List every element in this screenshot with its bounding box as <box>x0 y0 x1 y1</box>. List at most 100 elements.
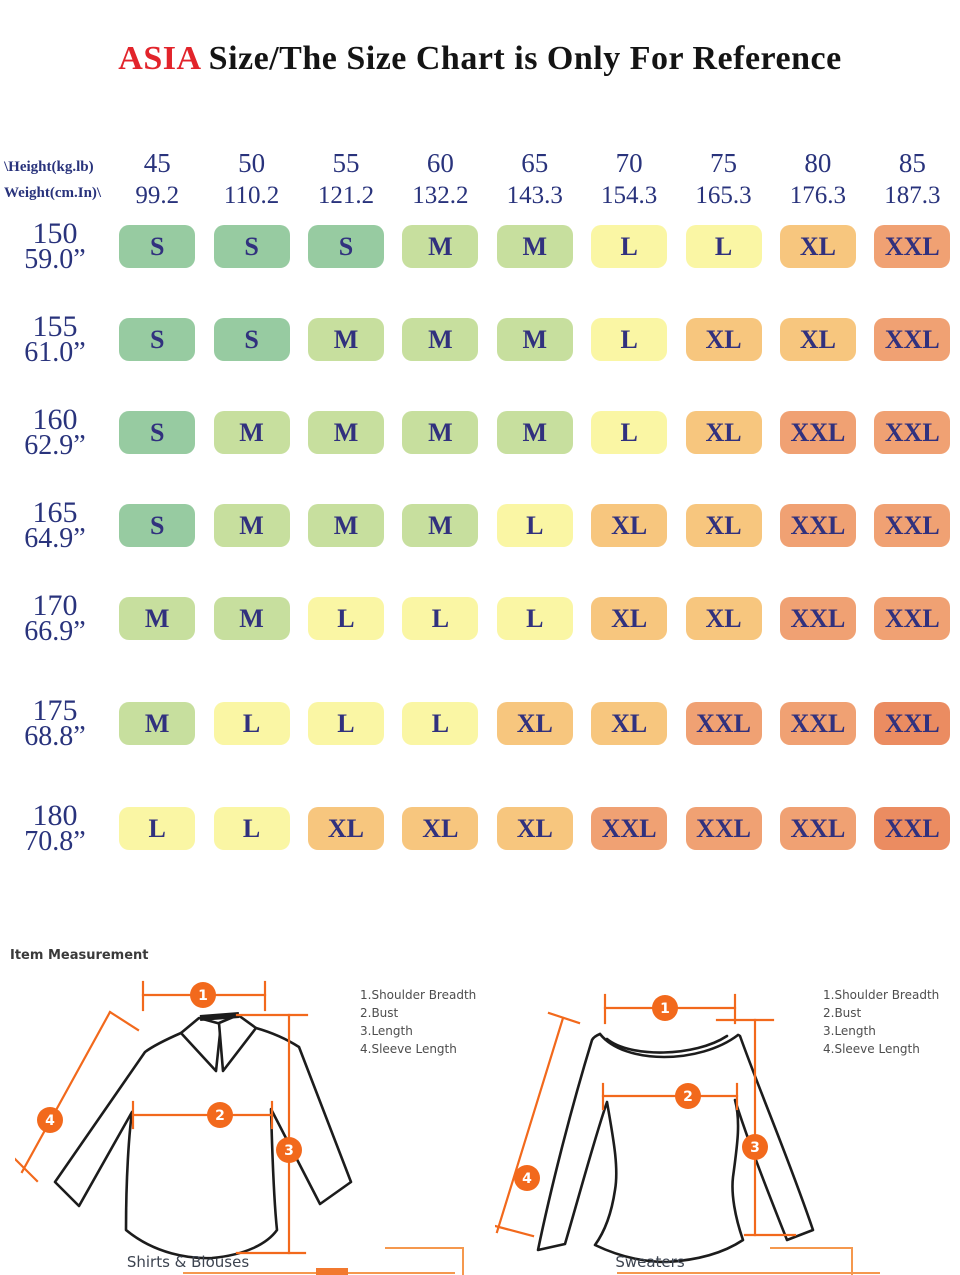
size-cell: L <box>496 597 573 640</box>
size-cell-slot: XXL <box>771 697 865 750</box>
sleeve-measure-tick-top <box>108 1010 140 1032</box>
size-cell: L <box>591 225 668 268</box>
size-cell: L <box>213 807 290 850</box>
weight-kg-value: 80 <box>804 148 832 178</box>
height-inch-value: 68.8” <box>24 721 86 752</box>
weight-kg-value: 55 <box>332 148 360 178</box>
size-row: 175 68.8” M L L L XL XL XXL XXL XXL <box>0 694 960 752</box>
shirts-blouses-diagram: 1 2 3 4 <box>15 980 353 1260</box>
size-cell: XXL <box>685 807 762 850</box>
size-row: 150 59.0” S S S M M L L XL XXL <box>0 219 960 274</box>
sweater-outline <box>536 1032 815 1264</box>
size-cell: L <box>591 318 668 361</box>
height-cm-value: 175 <box>32 694 78 727</box>
legend-item: 1.Shoulder Breadth <box>823 988 940 1002</box>
cutoff-mark-line-right <box>617 1272 880 1274</box>
sleeve-measure-tick-top <box>547 1011 581 1025</box>
height-row-header: 180 70.8” <box>0 801 110 856</box>
measure-badge-3 <box>276 1137 302 1163</box>
height-row-header: 170 66.9” <box>0 591 110 647</box>
sleeve-measure-line <box>495 1016 565 1234</box>
size-cell: XXL <box>874 411 951 454</box>
size-cell-slot: XL <box>582 592 676 645</box>
size-cell-slot: M <box>204 406 298 459</box>
height-inch-value: 62.9” <box>24 430 86 461</box>
size-cell: M <box>496 225 573 268</box>
sleeve-measure-tick-bottom <box>15 1157 39 1183</box>
measurement-legend-left: 1.Shoulder Breadth 2.Bust 3.Length 4.Sleeve… <box>360 986 476 1058</box>
weight-column-header: 45 99.2 <box>110 148 204 212</box>
size-cell-slot: XXL <box>865 802 959 855</box>
height-row-header: 165 64.9” <box>0 498 110 553</box>
title-region-highlight: ASIA <box>118 40 200 77</box>
size-cell: L <box>213 702 290 745</box>
title-text: Size/The Size Chart is Only For Referenc… <box>199 40 842 77</box>
size-cell-slot: S <box>204 313 298 366</box>
weight-kg-value: 65 <box>521 148 549 178</box>
height-cm-value: 155 <box>32 310 78 343</box>
size-cell-slot: L <box>582 313 676 366</box>
measure-badge-4 <box>514 1165 540 1191</box>
measure-number-4: 4 <box>45 1113 55 1129</box>
size-cell: XXL <box>874 807 951 850</box>
size-cell-slot: XXL <box>865 220 959 273</box>
weight-column-header: 60 132.2 <box>393 148 487 212</box>
size-cell: XL <box>685 597 762 640</box>
size-cell-slot: S <box>204 220 298 273</box>
size-cell-slot: XXL <box>582 802 676 855</box>
size-cell-slot: L <box>676 220 770 273</box>
size-cell-slot: S <box>110 499 204 552</box>
size-cell-slot: S <box>110 406 204 459</box>
measure-number-1: 1 <box>198 988 208 1004</box>
size-cell: L <box>402 702 479 745</box>
weight-kg-value: 70 <box>615 148 643 178</box>
size-cell-slot: XXL <box>865 313 959 366</box>
size-cell-slot: M <box>488 313 582 366</box>
legend-item: 4.Sleeve Length <box>823 1042 920 1056</box>
size-cell: XL <box>591 504 668 547</box>
size-cell: XL <box>402 807 479 850</box>
size-cell-slot: L <box>582 406 676 459</box>
size-cell-slot: L <box>299 592 393 645</box>
size-cell: XXL <box>779 807 856 850</box>
sleeve-measure-tick-bottom <box>495 1224 535 1238</box>
size-cell-slot: XL <box>676 406 770 459</box>
size-cell-slot: M <box>110 697 204 750</box>
size-cell-slot: L <box>488 499 582 552</box>
size-cell: S <box>119 504 196 547</box>
size-cell: XL <box>591 597 668 640</box>
cutoff-mark-edge-left <box>385 1247 463 1249</box>
size-cell-slot: L <box>488 592 582 645</box>
weight-lb-value: 187.3 <box>884 182 941 209</box>
weight-kg-value: 85 <box>898 148 926 178</box>
size-cell: M <box>307 504 384 547</box>
height-inch-value: 66.9” <box>24 616 86 647</box>
weight-column-header: 80 176.3 <box>771 148 865 212</box>
size-cell: XL <box>779 318 856 361</box>
weight-header-row: \Height(kg.lb) Weight(cm.In)\ 45 99.2 50 11… <box>0 148 960 212</box>
size-row: 155 61.0” S S M M M L XL XL XXL <box>0 310 960 367</box>
weight-column-header: 85 187.3 <box>865 148 959 212</box>
measurement-legend-right: 1.Shoulder Breadth 2.Bust 3.Length 4.Sleeve… <box>823 986 939 1058</box>
size-row: 165 64.9” S M M M L XL XL XXL XXL <box>0 498 960 553</box>
size-cell-slot: L <box>204 697 298 750</box>
legend-item: 3.Length <box>360 1024 413 1038</box>
size-cell: XL <box>685 411 762 454</box>
cutoff-mark-tick-left <box>462 1247 464 1275</box>
size-cell: XXL <box>874 702 951 745</box>
weight-lb-value: 121.2 <box>317 182 375 209</box>
size-cell-slot: S <box>110 313 204 366</box>
size-cell-slot: XL <box>488 697 582 750</box>
size-cell-slot: L <box>393 697 487 750</box>
size-cell: M <box>402 504 479 547</box>
cutoff-mark-tick-right <box>851 1247 853 1275</box>
size-cell: XXL <box>874 504 951 547</box>
size-cell: S <box>119 318 196 361</box>
weight-column-header: 50 110.2 <box>204 148 298 212</box>
size-cell-slot: XXL <box>771 499 865 552</box>
size-cell: L <box>307 597 384 640</box>
size-cell-slot: XXL <box>771 406 865 459</box>
size-cell-slot: L <box>299 697 393 750</box>
size-row: 160 62.9” S M M M M L XL XXL XXL <box>0 405 960 461</box>
size-cell: M <box>213 411 290 454</box>
